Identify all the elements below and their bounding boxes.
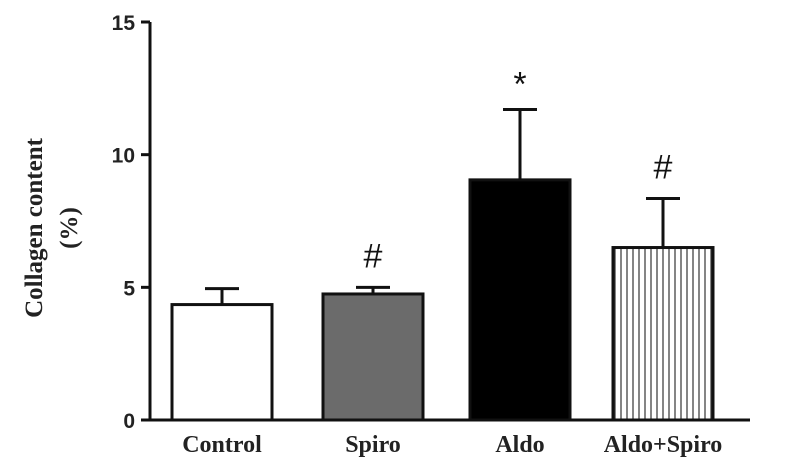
x-tick-label: Aldo+Spiro (604, 432, 723, 458)
significance-marker: * (513, 66, 526, 104)
bars (170, 178, 715, 422)
y-axis-title-line-1: Collagen content (21, 137, 48, 318)
x-tick-label: Control (182, 432, 262, 458)
y-tick-label: 0 (123, 410, 135, 433)
y-tick-label: 10 (112, 145, 135, 168)
significance-marker: # (364, 237, 383, 275)
x-tick-labels: Control Spiro Aldo Aldo+Spiro (182, 432, 722, 458)
significance-markers: # * # (364, 66, 673, 276)
bar-spiro (321, 292, 425, 422)
bar-control (170, 303, 274, 422)
bar-aldo-spiro (611, 246, 715, 422)
x-tick-label: Spiro (345, 432, 401, 458)
x-tick-label: Aldo (495, 432, 544, 458)
y-ticks: 0 5 10 15 (112, 12, 150, 433)
bar-aldo (468, 178, 572, 422)
error-bars (205, 108, 680, 305)
y-axis-title: Collagen content (%) (21, 137, 83, 318)
y-axis-title-line-2: (%) (56, 207, 83, 249)
y-tick-label: 5 (123, 277, 135, 300)
significance-marker: # (654, 148, 673, 186)
y-tick-label: 15 (112, 12, 136, 35)
